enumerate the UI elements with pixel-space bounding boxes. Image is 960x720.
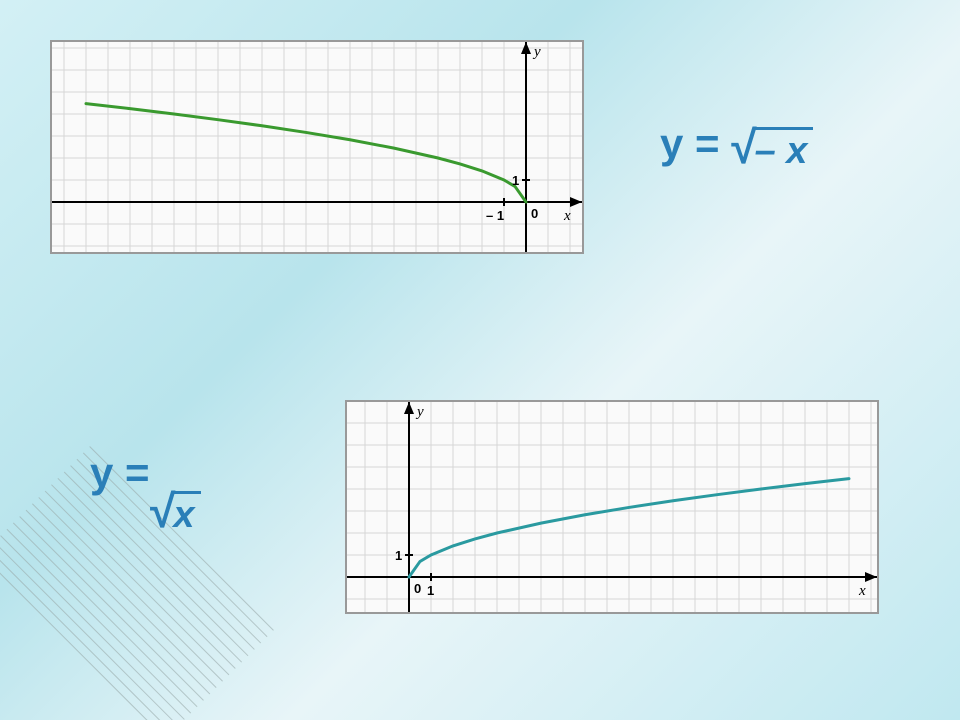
radical-icon: √– х [731, 120, 813, 174]
svg-text:y: y [532, 44, 541, 60]
chart-top-svg: y x 0 1 – 1 [52, 42, 582, 252]
formula-sqrt-neg-x: у = √– х [660, 120, 813, 174]
formula-sqrt-x: у = √х [90, 450, 201, 544]
svg-text:y: y [415, 404, 424, 420]
svg-text:x: x [858, 583, 866, 599]
formula-top-lhs: у = [660, 120, 720, 167]
svg-text:1: 1 [427, 583, 434, 598]
svg-text:x: x [563, 208, 571, 224]
formula-bottom-radicand: х [171, 491, 200, 537]
slide: yx01– 1 у = √– х у = √х yx011 [0, 0, 960, 720]
svg-text:0: 0 [414, 581, 421, 596]
svg-text:0: 0 [531, 206, 538, 221]
svg-text:– 1: – 1 [486, 208, 504, 223]
formula-top-radicand: – х [753, 127, 814, 173]
chart-sqrt-x: yx011 [345, 400, 879, 614]
chart-sqrt-neg-x: y x 0 1 – 1 [50, 40, 584, 254]
svg-text:1: 1 [512, 173, 519, 188]
radical-icon: √х [150, 484, 201, 538]
svg-text:1: 1 [395, 548, 402, 563]
chart-bottom-svg: yx011 [347, 402, 877, 612]
